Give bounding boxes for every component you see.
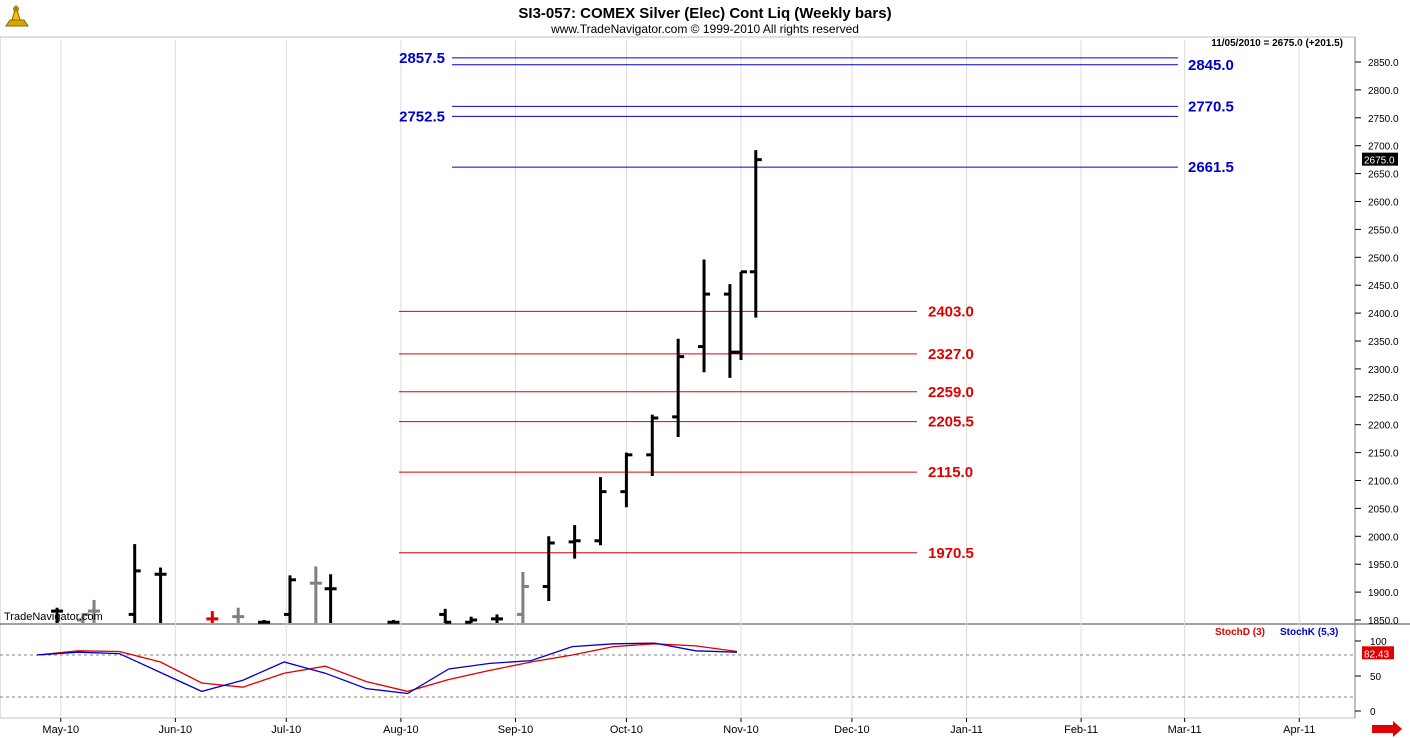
price-bars: [51, 150, 762, 624]
ohlc-bar: [387, 620, 400, 624]
ohlc-bar: [206, 611, 219, 623]
support-label: 2205.5: [928, 414, 974, 431]
time-tick-label: Jun-10: [159, 724, 193, 736]
resistance-label: 2857.5: [399, 50, 445, 67]
support-label: 1970.5: [928, 545, 974, 562]
ohlc-bar: [735, 270, 747, 360]
price-tick-label: 2750.0: [1368, 114, 1399, 125]
support-label: 2403.0: [928, 303, 974, 320]
time-axis: May-10 Jun-10 Jul-10 Aug-10 Sep-10 Oct-10 Nov-…: [42, 718, 1315, 736]
price-tick-label: 2700.0: [1368, 142, 1399, 153]
ohlc-bar: [490, 614, 503, 623]
ohlc-bar: [698, 259, 711, 373]
time-tick-label: Mar-11: [1168, 724, 1202, 736]
stoch-last-badge: [1362, 646, 1394, 660]
time-tick-label: Nov-10: [723, 724, 758, 736]
stoch-last-label: 82.43: [1364, 649, 1389, 660]
time-tick-label: Sep-10: [498, 724, 533, 736]
resistance-label: 2770.5: [1188, 98, 1234, 115]
ohlc-bar: [309, 566, 322, 623]
chart-title: SI3-057: COMEX Silver (Elec) Cont Liq (W…: [518, 5, 891, 22]
price-pane: [0, 36, 1356, 625]
ohlc-bar: [672, 338, 685, 437]
stochd-line: [36, 643, 738, 693]
price-axis: 1850.0 1900.0 1950.0 2000.0 2050.0 2100.0 2150…: [1354, 37, 1399, 718]
price-tick-label: 2600.0: [1368, 198, 1399, 209]
ohlc-bar: [542, 536, 555, 602]
support-label: 2259.0: [928, 384, 974, 401]
price-tick-label: 2450.0: [1368, 281, 1399, 292]
price-tick-label: 2800.0: [1368, 86, 1399, 97]
resistance-label: 2845.0: [1188, 57, 1234, 74]
ohlc-bar: [128, 544, 141, 623]
logo-icon: [2, 2, 34, 34]
price-tick-label: 2300.0: [1368, 365, 1399, 376]
next-page-arrow-icon[interactable]: [1372, 721, 1402, 737]
price-tick-label: 2400.0: [1368, 309, 1399, 320]
ohlc-bar: [749, 150, 762, 318]
last-bar-info: 11/05/2010 = 2675.0 (+201.5): [1211, 38, 1343, 49]
stoch-tick-label: 0: [1370, 707, 1376, 718]
price-tick-label: 2550.0: [1368, 225, 1399, 236]
watermark: TradeNavigator.com: [4, 611, 103, 623]
ohlc-bar: [723, 284, 736, 378]
price-tick-label: 1850.0: [1368, 616, 1399, 627]
last-price-label: 2675.0: [1364, 156, 1395, 167]
price-tick-label: 1950.0: [1368, 560, 1399, 571]
price-tick-label: 2350.0: [1368, 337, 1399, 348]
stoch-tick-label: 100: [1370, 637, 1387, 648]
price-tick-label: 2000.0: [1368, 532, 1399, 543]
ohlc-bar: [620, 452, 633, 508]
time-tick-label: Jan-11: [950, 724, 983, 736]
legend-stochd: StochD (3): [1215, 627, 1265, 638]
price-tick-label: 2100.0: [1368, 477, 1399, 488]
resistance-label: 2752.5: [399, 108, 445, 125]
ohlc-bar: [232, 607, 245, 623]
resistance-label: 2661.5: [1188, 159, 1234, 176]
ohlc-bar: [568, 525, 581, 559]
time-tick-label: May-10: [42, 724, 79, 736]
support-label: 2115.0: [928, 464, 973, 481]
support-label: 2327.0: [928, 346, 974, 363]
price-tick-label: 2200.0: [1368, 421, 1399, 432]
price-tick-label: 2250.0: [1368, 393, 1399, 404]
ohlc-bar: [516, 572, 529, 623]
stoch-pane: [0, 623, 1356, 719]
ohlc-bar: [283, 575, 296, 623]
ohlc-bar: [258, 620, 271, 624]
copyright-text: www.TradeNavigator.com © 1999-2010 All r…: [550, 22, 859, 36]
time-tick-label: Apr-11: [1283, 724, 1315, 736]
price-tick-label: 2150.0: [1368, 449, 1399, 460]
time-grid: [60, 40, 1300, 718]
price-tick-label: 2650.0: [1368, 170, 1399, 181]
price-tick-label: 2500.0: [1368, 253, 1399, 264]
ohlc-bar: [324, 574, 337, 623]
price-tick-label: 2050.0: [1368, 504, 1399, 515]
stoch-tick-label: 50: [1370, 672, 1382, 683]
time-tick-label: Feb-11: [1064, 724, 1098, 736]
ohlc-bar: [594, 477, 607, 546]
time-tick-label: Aug-10: [383, 724, 418, 736]
legend-stochk: StochK (5,3): [1280, 627, 1338, 638]
ohlc-bar: [465, 616, 478, 624]
price-tick-label: 1900.0: [1368, 588, 1399, 599]
time-tick-label: Jul-10: [271, 724, 301, 736]
price-tick-label: 2850.0: [1368, 58, 1399, 69]
time-tick-label: Oct-10: [610, 724, 643, 736]
ohlc-bar: [88, 599, 101, 623]
last-price-badge: [1362, 152, 1398, 166]
price-levels: 2857.5 2845.0 2770.5 2752.5 2661.5 2403.0 2327…: [399, 50, 1234, 562]
ohlc-bar: [439, 608, 452, 624]
ohlc-bar: [76, 612, 89, 623]
ohlc-bar: [51, 607, 64, 623]
ohlc-bar: [646, 414, 659, 477]
ohlc-bar: [154, 567, 167, 623]
stochk-line: [36, 642, 738, 695]
time-tick-label: Dec-10: [834, 724, 869, 736]
